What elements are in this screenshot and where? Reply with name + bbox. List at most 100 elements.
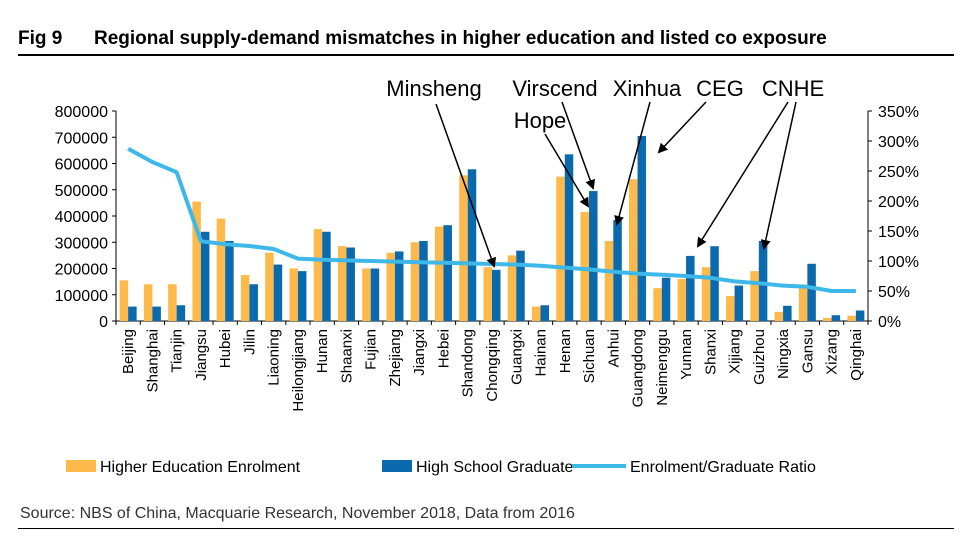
annotation-arrow <box>696 101 789 248</box>
x-tick-label: Shandong <box>460 329 477 397</box>
graduate-bar <box>394 251 404 321</box>
graduate-bar <box>637 135 647 321</box>
enrolment-bar <box>386 252 395 321</box>
source-divider <box>18 528 954 529</box>
enrolment-bar <box>337 246 347 321</box>
x-tick-label: Ningxia <box>775 328 792 379</box>
graduate-bar <box>152 306 161 321</box>
graduate-bar <box>200 231 210 321</box>
right-tick-label: 350% <box>878 104 919 121</box>
graduate-bar <box>176 305 186 321</box>
enrolment-bar <box>313 229 323 321</box>
source-note: Source: NBS of China, Macquarie Research… <box>20 505 575 522</box>
enrolment-bar <box>507 255 517 321</box>
graduate-bar <box>686 255 695 321</box>
enrolment-bar <box>653 288 662 321</box>
enrolment-bar <box>774 311 784 321</box>
graduate-bar <box>249 284 258 321</box>
graduate-bar <box>370 268 380 321</box>
legend-label: Higher Education Enrolment <box>100 459 301 476</box>
graduate-bar <box>443 225 452 321</box>
x-tick-label: Hainan <box>533 329 550 377</box>
graduate-bar <box>516 250 525 321</box>
enrolment-bar <box>289 268 298 321</box>
enrolment-bar <box>556 176 565 321</box>
legend-swatch <box>382 460 412 472</box>
legend-swatch <box>66 460 96 472</box>
enrolment-bar <box>143 284 153 321</box>
graduate-bar <box>564 154 574 321</box>
x-tick-label: Henan <box>557 329 574 373</box>
left-tick-label: 600000 <box>55 157 108 174</box>
graduate-bar <box>783 305 792 321</box>
enrolment-bar <box>677 279 687 321</box>
x-tick-label: Guangdong <box>630 329 647 407</box>
graduate-bar <box>225 240 234 321</box>
annotation-arrow <box>561 101 595 190</box>
left-tick-label: 500000 <box>55 183 108 200</box>
figure-header: Fig 9 Regional supply-demand mismatches … <box>18 28 954 56</box>
x-tick-label: Liaoning <box>266 329 283 386</box>
graduate-bar <box>807 263 816 321</box>
annotation-arrow <box>435 103 497 268</box>
x-tick-label: Shanghai <box>144 329 161 392</box>
graduate-bar <box>128 306 137 321</box>
annotation-label: Minsheng <box>386 76 481 101</box>
right-tick-label: 200% <box>878 194 919 211</box>
figure-number: Fig 9 <box>18 28 63 49</box>
graduate-bar <box>758 240 768 321</box>
graduate-bar <box>492 269 501 321</box>
annotation-label: Hope <box>514 108 567 133</box>
graduate-bar <box>419 240 428 321</box>
legend-label: Enrolment/Graduate Ratio <box>630 459 816 476</box>
graduate-bar <box>661 277 671 321</box>
enrolment-bar <box>483 267 492 321</box>
x-tick-label: Xizang <box>824 329 841 375</box>
x-tick-label: Guangxi <box>508 329 525 385</box>
x-tick-label: Beijing <box>120 329 137 374</box>
x-tick-label: Chongqing <box>484 329 501 402</box>
graduate-bar <box>297 271 307 321</box>
x-tick-label: Xijiang <box>727 329 744 374</box>
enrolment-bar <box>240 275 250 321</box>
annotation-label: Virscend <box>512 76 597 101</box>
figure-title: Regional supply-demand mismatches in hig… <box>94 28 827 49</box>
left-tick-label: 200000 <box>55 262 108 279</box>
graduate-bar <box>273 264 283 321</box>
enrolment-bar <box>798 286 808 321</box>
enrolment-bar <box>701 267 711 321</box>
x-tick-label: Gansu <box>799 329 816 373</box>
graduate-bar <box>831 315 841 321</box>
enrolment-bar <box>532 306 541 321</box>
x-tick-label: Shaanxi <box>338 329 355 383</box>
right-tick-label: 50% <box>878 284 910 301</box>
left-tick-label: 300000 <box>55 235 108 252</box>
annotation-arrow <box>544 133 590 208</box>
graduate-bar <box>710 246 719 321</box>
annotation-arrow <box>614 101 651 226</box>
enrolment-bar <box>604 240 614 321</box>
x-tick-label: Neimenggu <box>654 329 671 406</box>
left-tick-label: 400000 <box>55 209 108 226</box>
enrolment-bar <box>750 271 759 321</box>
x-tick-label: Shanxi <box>702 329 719 375</box>
x-tick-label: Jilin <box>241 329 258 355</box>
graduate-bar <box>589 191 598 321</box>
graduate-bar <box>322 231 331 321</box>
enrolment-bar <box>362 268 371 321</box>
enrolment-bar <box>459 175 468 321</box>
left-tick-label: 700000 <box>55 130 108 147</box>
x-tick-label: Hunan <box>314 329 331 373</box>
x-tick-label: Yunnan <box>678 329 695 380</box>
right-tick-label: 0% <box>878 314 901 331</box>
annotation-label: Xinhua <box>613 76 682 101</box>
left-tick-label: 100000 <box>55 288 108 305</box>
enrolment-bar <box>629 179 638 321</box>
enrolment-bar <box>580 212 590 321</box>
enrolment-bar <box>410 242 420 321</box>
annotation-arrow <box>657 101 707 154</box>
enrolment-bar <box>265 252 274 321</box>
enrolment-bar <box>847 315 856 321</box>
x-tick-label: Fujian <box>363 329 380 370</box>
